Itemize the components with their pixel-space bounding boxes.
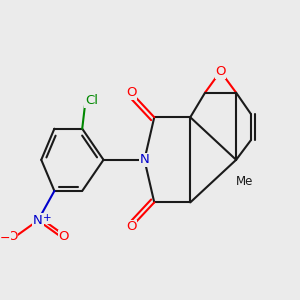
Text: O: O — [58, 230, 69, 243]
Text: N: N — [33, 214, 43, 227]
Text: O: O — [215, 65, 226, 78]
Text: −: − — [0, 232, 11, 245]
Text: +: + — [43, 213, 52, 223]
Text: O: O — [126, 220, 136, 233]
Text: Me: Me — [236, 175, 253, 188]
Text: N: N — [140, 153, 149, 166]
Text: O: O — [126, 86, 136, 99]
Text: Cl: Cl — [85, 94, 98, 107]
Text: O: O — [7, 230, 18, 243]
